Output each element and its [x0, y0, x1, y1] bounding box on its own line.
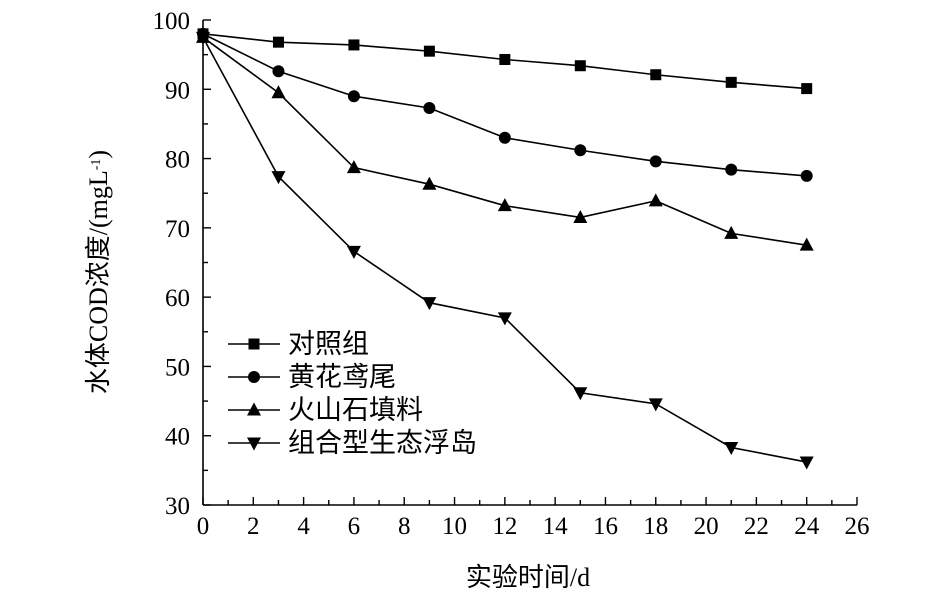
series-0 [197, 28, 813, 95]
series-3-point-2 [346, 245, 361, 259]
series-layer [196, 27, 814, 470]
x-tick-label-8: 8 [398, 513, 411, 540]
series-0-point-8 [801, 83, 813, 95]
series-0-point-3 [423, 45, 435, 57]
series-1-point-1 [272, 65, 285, 78]
series-0-point-6 [650, 69, 662, 81]
series-0-point-2 [348, 39, 360, 51]
x-tick-label-18: 18 [643, 513, 668, 540]
x-tick-label-0: 0 [197, 513, 210, 540]
series-2 [196, 29, 814, 251]
series-3-point-6 [648, 398, 663, 412]
y-axis-title-sup: -1 [89, 159, 104, 171]
y-tick-label-40: 40 [165, 424, 190, 451]
series-2-point-7 [724, 225, 739, 239]
legend-label-3: 组合型生态浮岛 [288, 428, 477, 458]
legend-label-0: 对照组 [288, 329, 369, 359]
legend-marker-1 [248, 371, 260, 383]
y-axis-title-tail: ) [84, 150, 113, 159]
series-0-point-1 [272, 36, 284, 48]
x-tick-label-22: 22 [744, 513, 769, 540]
series-1-point-2 [347, 90, 360, 103]
series-2-point-2 [346, 160, 361, 174]
series-3-point-8 [799, 456, 814, 470]
series-2-point-6 [648, 193, 663, 207]
y-tick-label-80: 80 [165, 147, 190, 174]
series-3-point-7 [724, 441, 739, 455]
series-0-point-5 [574, 60, 586, 72]
series-2-point-4 [497, 198, 512, 212]
legend-marker-0 [248, 338, 260, 350]
series-3 [196, 31, 814, 470]
legend-marker-3 [247, 437, 261, 451]
legend-item-2: 火山石填料 [228, 395, 423, 425]
y-tick-label-90: 90 [165, 77, 190, 104]
x-tick-label-12: 12 [492, 513, 517, 540]
x-tick-label-10: 10 [442, 513, 467, 540]
series-3-point-4 [497, 312, 512, 326]
series-2-point-1 [271, 85, 286, 99]
legend-label-2: 火山石填料 [288, 395, 423, 425]
x-tick-label-24: 24 [794, 513, 820, 540]
series-0-point-7 [725, 76, 737, 88]
series-1-point-4 [498, 131, 511, 144]
series-2-point-8 [799, 237, 814, 251]
y-tick-label-60: 60 [165, 285, 190, 312]
series-1-point-3 [423, 101, 436, 114]
y-axis-title: 水体COD浓度/(mgL-1) [84, 150, 113, 394]
series-0-point-4 [499, 53, 511, 65]
legend-label-1: 黄花鸢尾 [288, 362, 396, 392]
x-tick-label-4: 4 [297, 513, 310, 540]
series-2-point-3 [422, 176, 437, 190]
y-tick-label-30: 30 [165, 493, 190, 520]
series-2-point-5 [573, 209, 588, 223]
series-1-point-6 [649, 155, 662, 168]
x-tick-label-6: 6 [348, 513, 361, 540]
y-tick-label-70: 70 [165, 216, 190, 243]
legend-item-1: 黄花鸢尾 [228, 362, 396, 392]
series-1 [197, 27, 813, 182]
series-3-point-5 [573, 387, 588, 401]
x-tick-label-14: 14 [543, 513, 569, 540]
x-tick-label-2: 2 [247, 513, 260, 540]
x-tick-label-20: 20 [694, 513, 719, 540]
series-3-point-0 [196, 31, 210, 45]
y-tick-label-100: 100 [153, 8, 191, 35]
series-1-point-5 [574, 144, 587, 157]
series-3-point-1 [271, 171, 286, 185]
y-tick-label-50: 50 [165, 354, 190, 381]
series-1-point-8 [800, 169, 813, 182]
series-1-point-7 [725, 163, 738, 176]
legend-marker-2 [247, 402, 261, 416]
x-tick-label-26: 26 [845, 513, 870, 540]
x-axis-title: 实验时间/d [466, 563, 590, 592]
x-tick-label-16: 16 [593, 513, 618, 540]
y-axis-title-main: 水体COD浓度/(mgL [84, 170, 113, 394]
series-3-point-3 [422, 297, 437, 311]
legend-item-3: 组合型生态浮岛 [228, 428, 477, 458]
legend-item-0: 对照组 [228, 329, 369, 359]
